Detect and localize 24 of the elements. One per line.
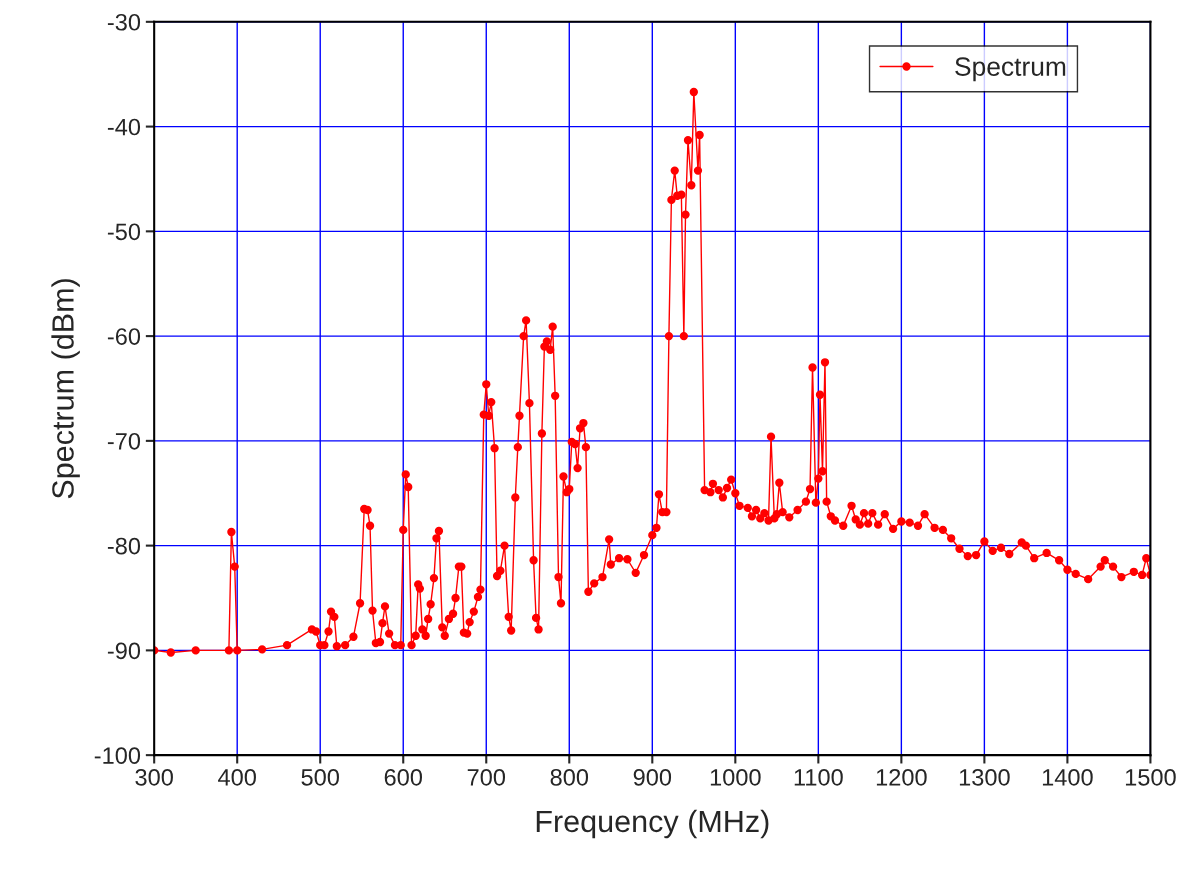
y-tick-label: -40 xyxy=(107,118,141,136)
x-tick-label: 400 xyxy=(218,768,256,786)
y-tick-label: -70 xyxy=(107,432,141,450)
x-tick-label: 700 xyxy=(467,768,506,786)
x-tick-label: 1400 xyxy=(1042,768,1093,786)
y-tick-label: -30 xyxy=(107,13,141,31)
legend-label: Spectrum xyxy=(955,57,1066,82)
x-tick-label: 1300 xyxy=(959,768,1010,786)
x-tick-label: 1000 xyxy=(710,768,761,786)
x-tick-label: 600 xyxy=(384,768,423,786)
y-tick-label: -50 xyxy=(107,223,141,241)
y-axis-title: Spectrum (dBm) xyxy=(51,279,80,499)
y-tick-label: -80 xyxy=(107,537,141,555)
x-tick-label: 900 xyxy=(633,768,672,786)
x-tick-label: 1200 xyxy=(876,768,927,786)
x-tick-label: 1100 xyxy=(794,768,843,786)
x-tick-label: 1500 xyxy=(1125,768,1176,786)
x-tick-label: 300 xyxy=(135,768,173,786)
y-tick-label: -100 xyxy=(94,747,141,764)
y-tick-label: -90 xyxy=(107,642,141,660)
x-axis-title: Frequency (MHz) xyxy=(536,809,769,839)
y-tick-label: -60 xyxy=(107,328,141,345)
x-tick-label: 500 xyxy=(301,768,339,786)
x-tick-label: 800 xyxy=(550,768,589,786)
